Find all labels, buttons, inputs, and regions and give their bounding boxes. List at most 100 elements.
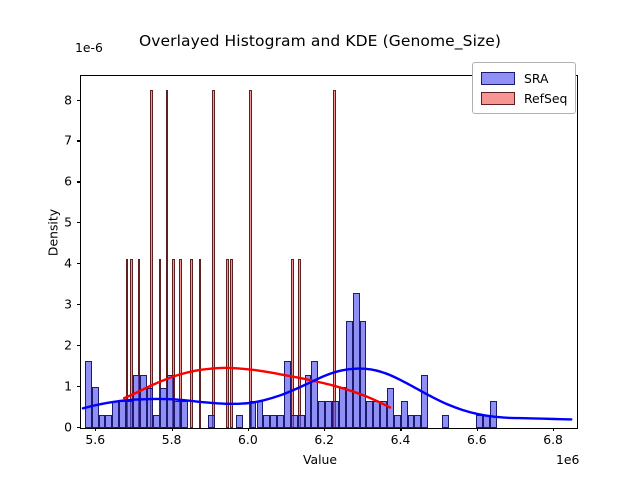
y-tick-label: 4 — [64, 255, 72, 271]
y-tick-label: 2 — [64, 337, 72, 353]
histogram-bar — [421, 374, 429, 428]
histogram-bar — [167, 374, 175, 428]
histogram-bar — [235, 414, 243, 428]
histogram-bar — [311, 361, 319, 428]
x-tick-mark — [247, 427, 249, 431]
histogram-bar — [180, 401, 188, 428]
kde-curves — [81, 366, 573, 421]
histogram-bar — [226, 258, 229, 428]
histogram-bar — [256, 401, 264, 428]
histogram-bar — [441, 414, 449, 428]
legend-swatch-sra-icon — [481, 71, 515, 85]
histogram-bar — [126, 401, 133, 428]
legend-entry-refseq[interactable]: RefSeq — [481, 88, 567, 108]
histogram-bar — [290, 414, 298, 428]
histogram-bar — [190, 258, 193, 428]
x-axis-label: Value — [302, 452, 338, 467]
histogram-bar — [338, 387, 346, 428]
y-axis-label: Density — [45, 208, 61, 257]
x-tick-mark — [553, 427, 555, 431]
x-tick-mark — [476, 427, 478, 431]
histogram-bar — [139, 374, 147, 428]
histogram-bar — [249, 89, 252, 428]
histogram-bar — [373, 401, 381, 428]
x-tick-label: 5.8 — [161, 432, 182, 447]
x-tick-mark — [171, 427, 173, 431]
chart-legend: SRA RefSeq — [472, 62, 577, 114]
histogram-bar — [333, 89, 336, 428]
histogram-bar — [380, 401, 387, 428]
y-tick-label: 8 — [64, 92, 72, 108]
y-axis-offset-text: 1e-6 — [75, 40, 103, 55]
histogram-bar — [119, 401, 126, 428]
histogram-bar — [490, 401, 497, 428]
y-tick-mark — [76, 304, 80, 306]
y-tick-mark — [76, 181, 80, 183]
histogram-bar — [298, 258, 301, 428]
histogram-bar — [112, 401, 120, 428]
histogram-bar — [332, 401, 339, 428]
histogram-bar — [91, 387, 99, 428]
y-tick-mark — [76, 140, 80, 142]
x-axis-offset-text: 1e6 — [556, 452, 580, 467]
histogram-bar — [208, 414, 216, 428]
histogram-bar — [366, 401, 374, 428]
y-tick-label: 6 — [64, 173, 72, 189]
chart-title: Overlayed Histogram and KDE (Genome_Size… — [138, 32, 502, 50]
histogram-bar — [146, 387, 154, 428]
histogram-bar — [153, 414, 161, 428]
histogram-bar — [476, 414, 484, 428]
x-tick-label: 6.0 — [238, 432, 258, 447]
histogram-bar — [414, 414, 422, 428]
histogram-bar — [84, 361, 92, 428]
legend-swatch-refseq-icon — [481, 91, 515, 105]
y-tick-label: 3 — [64, 296, 72, 312]
y-tick-mark — [76, 222, 80, 224]
x-tick-label: 6.6 — [466, 432, 487, 447]
legend-label-refseq: RefSeq — [524, 90, 568, 106]
y-tick-label: 0 — [64, 419, 72, 435]
histogram-bar — [283, 361, 291, 428]
histogram-bar — [325, 401, 333, 428]
histogram-bar — [318, 401, 326, 428]
histogram-bar — [407, 414, 415, 428]
y-tick-mark — [76, 99, 80, 101]
x-tick-mark — [95, 427, 97, 431]
histogram-bar — [359, 321, 367, 428]
histogram-bar — [160, 387, 168, 428]
y-tick-mark — [76, 386, 80, 388]
histogram-bar — [105, 414, 113, 428]
y-tick-label: 7 — [64, 132, 72, 148]
y-tick-label: 1 — [64, 378, 72, 394]
histogram-bar — [270, 414, 278, 428]
histogram-bar — [277, 414, 284, 428]
x-tick-label: 6.8 — [543, 432, 563, 447]
histogram-bar — [297, 414, 305, 428]
histogram-bar — [98, 414, 106, 428]
histogram-bar — [230, 258, 234, 428]
legend-entry-sra[interactable]: SRA — [481, 68, 567, 88]
histogram-bar — [386, 387, 394, 428]
histogram-bar — [150, 89, 153, 428]
x-tick-label: 6.2 — [314, 432, 335, 447]
y-tick-mark — [76, 263, 80, 265]
histogram-bar — [291, 258, 295, 428]
histogram-bar — [249, 401, 257, 428]
histogram-bar — [263, 414, 271, 428]
histogram-bar — [212, 89, 216, 428]
histogram-bar — [132, 374, 140, 428]
histogram-bar — [198, 258, 202, 428]
legend-label-sra: SRA — [524, 70, 549, 86]
y-tick-mark — [76, 345, 80, 347]
x-tick-mark — [324, 427, 326, 431]
histogram-bar — [345, 321, 353, 428]
histogram-bar — [304, 374, 312, 428]
y-tick-mark — [76, 427, 80, 429]
y-tick-label: 5 — [64, 214, 72, 230]
histogram-bar — [352, 292, 360, 428]
x-tick-label: 5.6 — [85, 432, 106, 447]
histogram-bar — [483, 414, 490, 428]
plot-area — [80, 75, 578, 429]
histogram-bar — [393, 414, 401, 428]
